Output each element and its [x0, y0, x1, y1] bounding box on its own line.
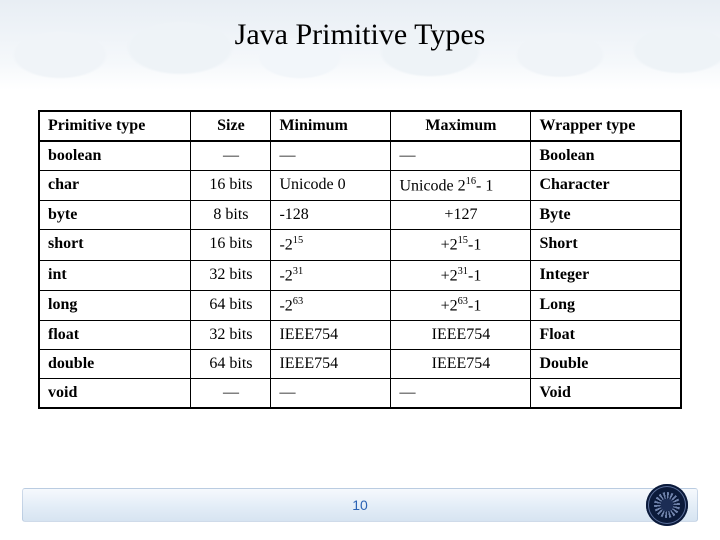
col-minimum: Minimum	[271, 111, 391, 141]
seal-inner-icon	[654, 492, 680, 518]
institution-seal-icon	[646, 484, 688, 526]
table-row: float32 bitsIEEE754IEEE754Float	[39, 321, 681, 350]
col-maximum: Maximum	[391, 111, 531, 141]
cell-min: -231	[271, 260, 391, 290]
cell-max: Unicode 216- 1	[391, 171, 531, 201]
cell-size: 16 bits	[191, 171, 271, 201]
cell-type: boolean	[39, 141, 191, 171]
cell-min: IEEE754	[271, 321, 391, 350]
cell-max: IEEE754	[391, 350, 531, 379]
cell-type: void	[39, 379, 191, 409]
table-row: byte8 bits-128+127Byte	[39, 201, 681, 230]
cell-size: 64 bits	[191, 290, 271, 320]
cell-wrapper: Byte	[531, 201, 681, 230]
cell-type: char	[39, 171, 191, 201]
cell-max: +127	[391, 201, 531, 230]
cell-min: -215	[271, 230, 391, 260]
cell-max: +263-1	[391, 290, 531, 320]
footer-bar: 10	[22, 488, 698, 522]
page-number: 10	[352, 497, 368, 513]
table-row: void———Void	[39, 379, 681, 409]
cell-min: -128	[271, 201, 391, 230]
cell-wrapper: Void	[531, 379, 681, 409]
cell-min: IEEE754	[271, 350, 391, 379]
table-row: double64 bitsIEEE754IEEE754Double	[39, 350, 681, 379]
table-header-row: Primitive type Size Minimum Maximum Wrap…	[39, 111, 681, 141]
cell-size: 64 bits	[191, 350, 271, 379]
cell-max: —	[391, 141, 531, 171]
cell-min: —	[271, 379, 391, 409]
cell-wrapper: Boolean	[531, 141, 681, 171]
cell-type: double	[39, 350, 191, 379]
table-row: int32 bits-231+231-1Integer	[39, 260, 681, 290]
cell-size: 8 bits	[191, 201, 271, 230]
cell-wrapper: Integer	[531, 260, 681, 290]
cell-min: Unicode 0	[271, 171, 391, 201]
cell-wrapper: Long	[531, 290, 681, 320]
cell-type: int	[39, 260, 191, 290]
col-size: Size	[191, 111, 271, 141]
table-row: boolean———Boolean	[39, 141, 681, 171]
cell-size: —	[191, 379, 271, 409]
cell-type: long	[39, 290, 191, 320]
table-row: short16 bits-215+215-1Short	[39, 230, 681, 260]
cell-type: short	[39, 230, 191, 260]
col-wrapper-type: Wrapper type	[531, 111, 681, 141]
col-primitive-type: Primitive type	[39, 111, 191, 141]
cell-max: —	[391, 379, 531, 409]
cell-wrapper: Short	[531, 230, 681, 260]
cell-max: +231-1	[391, 260, 531, 290]
cell-wrapper: Float	[531, 321, 681, 350]
cell-size: —	[191, 141, 271, 171]
cell-type: byte	[39, 201, 191, 230]
table-row: long64 bits-263+263-1Long	[39, 290, 681, 320]
cell-wrapper: Character	[531, 171, 681, 201]
types-table: Primitive type Size Minimum Maximum Wrap…	[38, 110, 682, 409]
types-table-container: Primitive type Size Minimum Maximum Wrap…	[38, 110, 682, 409]
cell-type: float	[39, 321, 191, 350]
slide-title: Java Primitive Types	[0, 0, 720, 52]
cell-max: IEEE754	[391, 321, 531, 350]
cell-min: -263	[271, 290, 391, 320]
table-row: char16 bitsUnicode 0Unicode 216- 1Charac…	[39, 171, 681, 201]
cell-max: +215-1	[391, 230, 531, 260]
cell-size: 32 bits	[191, 321, 271, 350]
cell-min: —	[271, 141, 391, 171]
cell-size: 32 bits	[191, 260, 271, 290]
cell-wrapper: Double	[531, 350, 681, 379]
cell-size: 16 bits	[191, 230, 271, 260]
